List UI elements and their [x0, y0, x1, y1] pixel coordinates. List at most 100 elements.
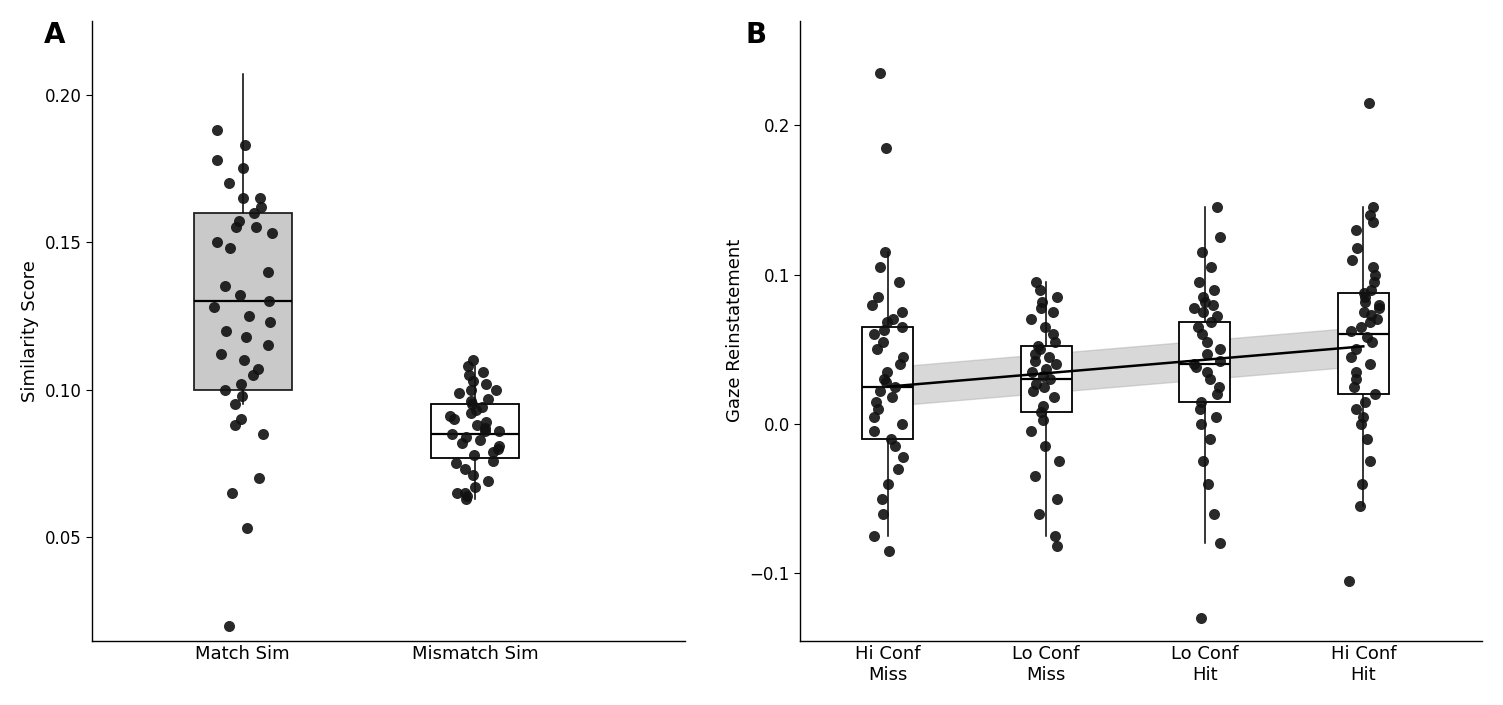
Point — [1348, 418, 1372, 429]
Point — [461, 470, 485, 481]
Point — [475, 378, 499, 389]
Bar — [1180, 322, 1229, 402]
Point — [1360, 216, 1384, 228]
Point — [470, 402, 494, 413]
Point — [1031, 371, 1055, 382]
Point — [440, 429, 464, 440]
Point — [452, 487, 476, 498]
Point — [437, 410, 461, 422]
Point — [248, 192, 272, 204]
Point — [1195, 336, 1219, 348]
Point — [213, 384, 237, 396]
Point — [888, 359, 912, 370]
Point — [1024, 471, 1048, 482]
Point — [1028, 344, 1052, 355]
Point — [457, 369, 481, 381]
Point — [1345, 242, 1369, 253]
Point — [1196, 478, 1220, 489]
Point — [1189, 613, 1213, 624]
Point — [1045, 493, 1069, 504]
Point — [464, 419, 488, 431]
Point — [1190, 455, 1214, 467]
Point — [1207, 344, 1231, 355]
Point — [890, 307, 914, 318]
Point — [1201, 299, 1225, 310]
Point — [231, 355, 256, 366]
Point — [445, 487, 469, 498]
Point — [870, 508, 894, 519]
Point — [1031, 414, 1055, 425]
Point — [1365, 314, 1389, 325]
Point — [866, 403, 890, 415]
Point — [887, 276, 911, 288]
Point — [876, 478, 900, 489]
Point — [473, 417, 497, 428]
Point — [454, 493, 478, 505]
Point — [464, 405, 488, 416]
Point — [864, 344, 888, 355]
Point — [206, 124, 230, 135]
Point — [224, 222, 248, 233]
Point — [1350, 321, 1374, 333]
Point — [1195, 366, 1219, 377]
Point — [246, 363, 271, 374]
Point — [209, 349, 233, 360]
Point — [242, 207, 266, 219]
Point — [878, 545, 902, 556]
Text: A: A — [44, 21, 66, 49]
Point — [201, 302, 225, 313]
Point — [487, 425, 511, 436]
Point — [251, 429, 275, 440]
Point — [1043, 530, 1067, 541]
Point — [231, 163, 256, 174]
Point — [875, 317, 899, 328]
Point — [230, 390, 254, 401]
Point — [864, 396, 888, 407]
Point — [1183, 359, 1207, 370]
Point — [1198, 374, 1222, 385]
Point — [485, 443, 510, 454]
Point — [890, 321, 914, 333]
Point — [1199, 317, 1223, 328]
Point — [1356, 332, 1380, 343]
Point — [1208, 355, 1232, 367]
Point — [475, 475, 499, 486]
Point — [473, 422, 497, 434]
Point — [1357, 97, 1381, 109]
Point — [867, 68, 891, 79]
Point — [1205, 388, 1229, 400]
Point — [1030, 296, 1054, 307]
Point — [1338, 575, 1362, 587]
Point — [1202, 508, 1226, 519]
Point — [1357, 209, 1381, 221]
Point — [875, 366, 899, 377]
Point — [1021, 386, 1045, 397]
Point — [1341, 254, 1365, 265]
Point — [1034, 363, 1058, 374]
Point — [1363, 269, 1387, 281]
Point — [1207, 538, 1231, 549]
Point — [1351, 307, 1375, 318]
Point — [875, 142, 899, 154]
Point — [218, 243, 242, 254]
Point — [216, 178, 240, 189]
Point — [891, 351, 915, 362]
Y-axis label: Similarity Score: Similarity Score — [21, 259, 39, 402]
Point — [882, 441, 906, 452]
Point — [1184, 362, 1208, 373]
Point — [215, 325, 239, 336]
Point — [1027, 341, 1051, 352]
Point — [1207, 381, 1231, 392]
Point — [458, 407, 482, 419]
Point — [890, 451, 914, 462]
Point — [467, 434, 491, 446]
Point — [1040, 307, 1064, 318]
Point — [1187, 403, 1211, 415]
Point — [1030, 406, 1054, 417]
Point — [1024, 355, 1048, 367]
Point — [1189, 396, 1213, 407]
Point — [1039, 374, 1063, 385]
Bar — [194, 213, 292, 390]
Point — [863, 411, 887, 422]
Point — [1359, 455, 1383, 467]
